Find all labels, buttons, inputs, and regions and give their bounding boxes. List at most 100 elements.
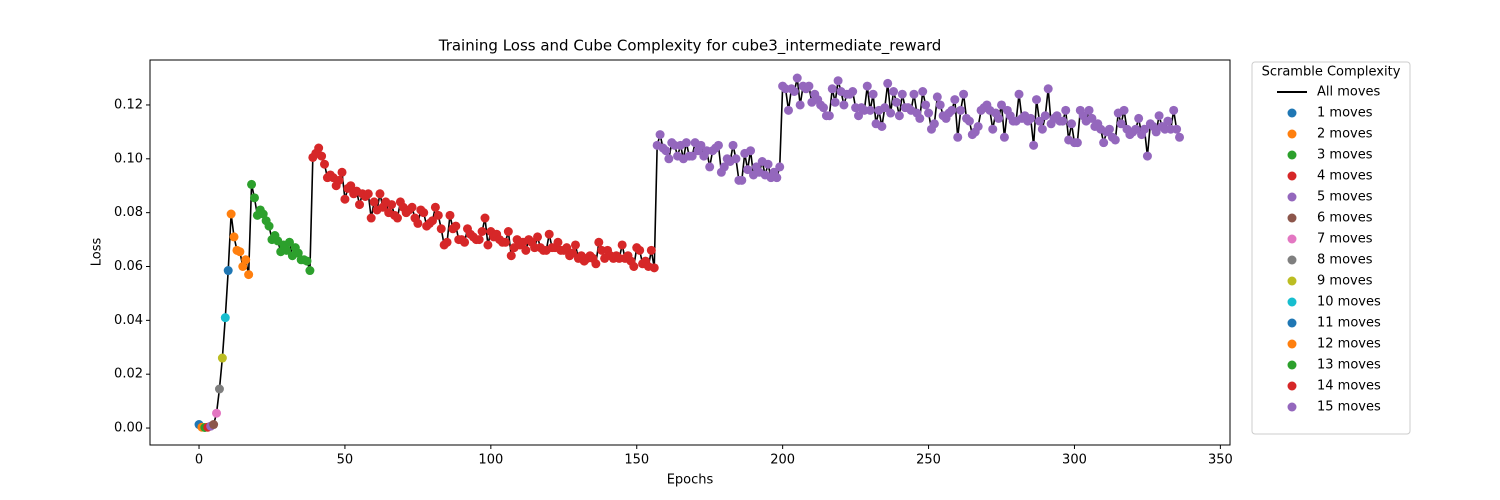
data-point [1110, 135, 1120, 145]
data-point [241, 255, 251, 265]
data-point [483, 240, 493, 250]
data-point [477, 227, 487, 236]
data-point [1061, 105, 1071, 115]
chart-title: Training Loss and Cube Complexity for cu… [438, 37, 942, 56]
data-point [743, 165, 753, 175]
data-point [909, 89, 919, 99]
data-point [719, 162, 729, 172]
data-point [839, 100, 849, 110]
data-point [883, 78, 893, 88]
data-point [433, 210, 443, 220]
data-point [1014, 89, 1024, 99]
data-point [617, 240, 627, 250]
data-point [302, 256, 312, 266]
data-point [214, 384, 224, 394]
data-point [713, 140, 723, 150]
y-tick-label: 0.04 [114, 313, 143, 328]
y-tick-label: 0.12 [114, 97, 143, 112]
data-point [340, 194, 350, 204]
data-point [363, 189, 373, 199]
data-point [568, 248, 578, 258]
data-point [889, 87, 899, 96]
data-point [244, 270, 254, 280]
data-point [337, 167, 347, 177]
data-point [238, 262, 248, 271]
legend-label: 1 moves [1317, 106, 1373, 121]
data-point [1119, 105, 1129, 115]
data-point [369, 197, 379, 207]
data-point [783, 105, 793, 115]
data-point [792, 73, 802, 83]
legend-label: 6 moves [1317, 211, 1373, 226]
legend-label: 14 moves [1317, 379, 1381, 394]
data-point [865, 105, 875, 115]
y-tick-label: 0.08 [114, 205, 143, 220]
y-axis-label: Loss [90, 238, 105, 267]
data-point [480, 213, 490, 223]
legend-label: 2 moves [1317, 127, 1373, 142]
legend-label: 15 moves [1317, 400, 1381, 415]
data-point [442, 237, 452, 247]
data-point [1142, 151, 1152, 161]
plot-frame [149, 59, 1231, 446]
data-point [413, 218, 423, 228]
data-point [973, 122, 983, 131]
legend-swatch [1287, 108, 1297, 118]
data-point [392, 213, 402, 223]
data-point [795, 100, 805, 110]
legend-label: All moves [1317, 85, 1381, 100]
data-point [293, 248, 303, 258]
data-point [209, 420, 219, 430]
legend-swatch [1287, 255, 1297, 265]
legend-swatch [1287, 192, 1297, 202]
data-point [929, 119, 939, 129]
data-point [924, 108, 934, 118]
data-point [419, 208, 429, 218]
data-point [544, 229, 554, 239]
x-tick-label: 200 [770, 453, 795, 468]
legend-swatch [1287, 402, 1297, 412]
data-point [705, 162, 715, 172]
data-point [375, 189, 385, 199]
data-point [1067, 119, 1077, 129]
data-point [562, 243, 572, 253]
legend-swatch [1287, 234, 1297, 244]
data-point [314, 143, 324, 153]
data-point [320, 159, 330, 169]
x-tick-label: 300 [1062, 453, 1087, 468]
data-point [229, 232, 239, 242]
data-point [503, 227, 513, 236]
data-point [737, 175, 747, 185]
legend-label: 7 moves [1317, 232, 1373, 247]
data-point [655, 130, 665, 140]
y-tick-label: 0.02 [114, 367, 143, 382]
x-tick-label: 100 [478, 453, 503, 468]
data-point [570, 240, 580, 250]
data-point [1116, 119, 1126, 129]
data-point [649, 263, 659, 273]
data-point [1084, 105, 1094, 115]
data-point [591, 259, 601, 269]
data-point [217, 353, 227, 363]
legend-swatch [1287, 171, 1297, 181]
legend-label: 4 moves [1317, 169, 1373, 184]
legend-label: 10 moves [1317, 295, 1381, 310]
data-point [1131, 124, 1141, 134]
data-point [877, 122, 887, 131]
legend-swatch [1287, 339, 1297, 349]
data-point [789, 87, 799, 96]
data-point [886, 108, 896, 118]
data-point [661, 146, 671, 156]
y-tick-label: 0.06 [114, 259, 143, 274]
data-point [854, 111, 864, 121]
legend-label: 3 moves [1317, 148, 1373, 163]
data-point [355, 200, 365, 210]
data-point [775, 162, 785, 172]
data-point [1175, 132, 1185, 142]
data-point [997, 100, 1007, 110]
data-point [731, 154, 741, 164]
data-point [833, 76, 843, 86]
data-point [964, 116, 974, 126]
data-point [681, 138, 691, 148]
